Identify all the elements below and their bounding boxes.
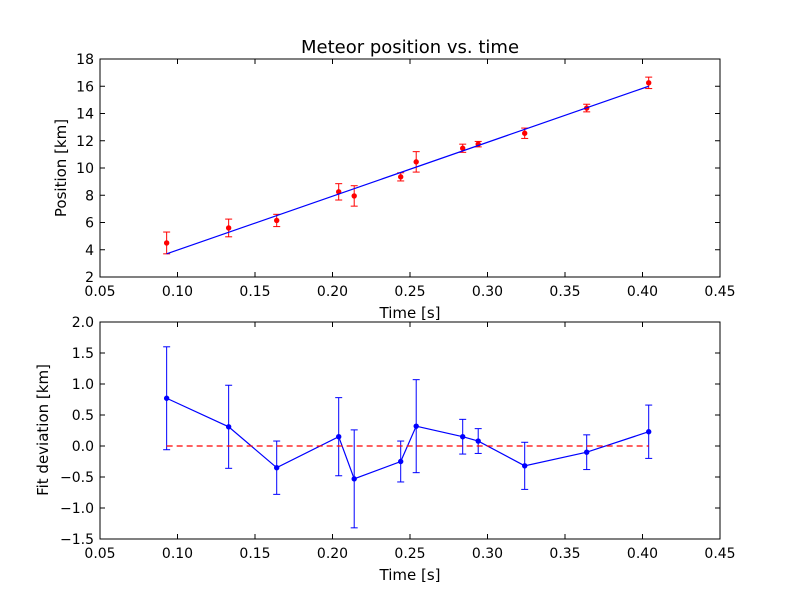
bottom-x-tick-label: 0.40 bbox=[627, 546, 658, 562]
bottom-data-point bbox=[413, 423, 419, 429]
top-x-tick-label: 0.20 bbox=[317, 284, 348, 300]
top-data-point bbox=[522, 130, 528, 136]
bottom-x-axis-label: Time [s] bbox=[379, 566, 441, 584]
bottom-x-tick-label: 0.25 bbox=[394, 546, 425, 562]
top-plot-area bbox=[163, 76, 653, 255]
top-y-tick-label: 10 bbox=[76, 161, 94, 177]
bottom-y-tick-label: −1.0 bbox=[60, 501, 94, 517]
top-y-tick-label: 12 bbox=[76, 134, 94, 150]
bottom-y-tick-label: 1.0 bbox=[72, 377, 94, 393]
bottom-panel: 0.05 0.10 0.15 0.20 0.25 0.30 0.35 0.40 0.45 −1.… bbox=[34, 315, 736, 584]
bottom-data-point bbox=[163, 395, 170, 401]
top-x-tick-label: 0.35 bbox=[549, 284, 580, 300]
bottom-plot-area bbox=[163, 346, 653, 529]
bottom-data-point bbox=[398, 458, 404, 465]
top-y-tick-label: 18 bbox=[76, 52, 94, 68]
top-data-point bbox=[225, 225, 232, 231]
bottom-y-tick-label: 2.0 bbox=[72, 315, 94, 331]
top-x-tick-label: 0.25 bbox=[394, 284, 425, 300]
top-data-point bbox=[413, 159, 419, 165]
top-chart-title: Meteor position vs. time bbox=[301, 37, 519, 58]
top-x-axis-label: Time [s] bbox=[379, 304, 441, 322]
bottom-x-axis-ticks: 0.05 0.10 0.15 0.20 0.25 0.30 0.35 0.40 0.45 bbox=[84, 322, 736, 562]
bottom-y-tick-label: −0.5 bbox=[60, 470, 94, 486]
bottom-x-tick-label: 0.35 bbox=[549, 546, 580, 562]
top-x-tick-label: 0.30 bbox=[472, 284, 503, 300]
bottom-y-tick-label: −1.5 bbox=[60, 532, 94, 548]
bottom-x-tick-label: 0.20 bbox=[317, 546, 348, 562]
top-y-axis-label: Position [km] bbox=[52, 119, 70, 217]
bottom-x-tick-label: 0.30 bbox=[472, 546, 503, 562]
bottom-y-tick-label: 0.0 bbox=[72, 439, 94, 455]
bottom-data-point bbox=[274, 465, 280, 471]
top-y-axis-ticks: 2 4 6 8 10 12 14 16 18 bbox=[76, 52, 720, 286]
top-y-tick-label: 6 bbox=[85, 216, 94, 232]
top-x-tick-label: 0.15 bbox=[239, 284, 270, 300]
bottom-data-point bbox=[522, 463, 528, 469]
top-x-tick-label: 0.45 bbox=[704, 284, 735, 300]
top-y-tick-label: 16 bbox=[76, 79, 94, 95]
top-x-axis-ticks: 0.05 0.10 0.15 0.20 0.25 0.30 0.35 0.40 0.45 bbox=[84, 59, 736, 300]
bottom-data-point bbox=[646, 429, 652, 435]
bottom-data-point bbox=[336, 434, 342, 440]
top-y-tick-label: 2 bbox=[85, 270, 94, 286]
bottom-x-tick-label: 0.05 bbox=[84, 546, 115, 562]
bottom-data-point bbox=[351, 476, 357, 482]
top-data-point bbox=[398, 174, 404, 180]
top-y-tick-label: 14 bbox=[76, 107, 94, 123]
top-data-point bbox=[646, 80, 652, 86]
top-x-tick-label: 0.40 bbox=[627, 284, 658, 300]
top-y-tick-label: 8 bbox=[85, 188, 94, 204]
bottom-x-tick-label: 0.45 bbox=[704, 546, 735, 562]
top-fit-line bbox=[166, 85, 649, 255]
bottom-y-axis-ticks: −1.5 −1.0 −0.5 0.0 0.5 1.0 1.5 2.0 bbox=[60, 315, 720, 548]
bottom-data-point bbox=[584, 449, 590, 455]
bottom-x-tick-label: 0.10 bbox=[162, 546, 193, 562]
top-data-point bbox=[351, 193, 357, 199]
bottom-data-point bbox=[225, 424, 232, 430]
top-data-point bbox=[163, 240, 170, 246]
top-panel: Meteor position vs. time 0.05 0.10 0.15 0.2… bbox=[52, 37, 736, 322]
bottom-residual-line bbox=[166, 397, 649, 480]
bottom-y-tick-label: 0.5 bbox=[72, 408, 94, 424]
top-data-point bbox=[274, 217, 280, 224]
top-y-tick-label: 4 bbox=[85, 243, 94, 259]
top-x-tick-label: 0.05 bbox=[84, 284, 115, 300]
bottom-data-point bbox=[475, 438, 481, 444]
bottom-data-point bbox=[460, 434, 466, 440]
bottom-y-axis-label: Fit deviation [km] bbox=[34, 364, 52, 496]
bottom-y-tick-label: 1.5 bbox=[72, 346, 94, 362]
top-x-tick-label: 0.10 bbox=[162, 284, 193, 300]
bottom-x-tick-label: 0.15 bbox=[239, 546, 270, 562]
